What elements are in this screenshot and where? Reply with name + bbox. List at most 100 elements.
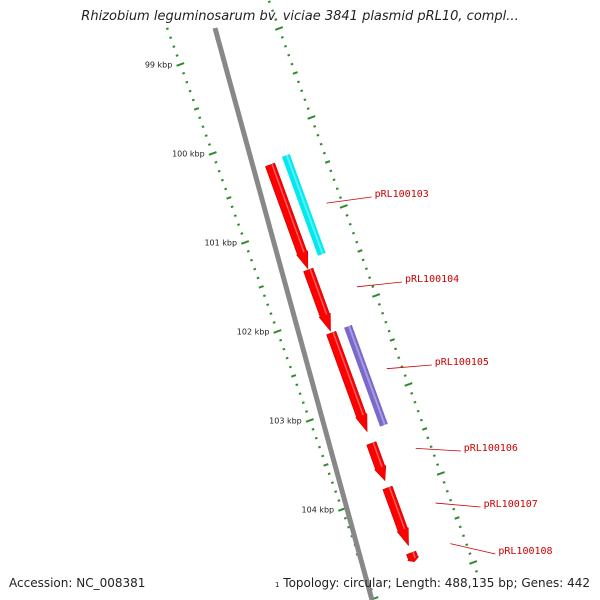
gene-labels: pRL100103 pRL100104 pRL100105 pRL100106 pRL1… — [326, 189, 553, 557]
ruler-tick-inner — [266, 303, 270, 307]
ruler-tick-inner — [253, 267, 257, 271]
ruler-tick-inner — [301, 401, 305, 404]
kbp-label: 101 kbp — [204, 238, 237, 247]
ruler-tick-outer — [416, 409, 420, 413]
ruler-tick-inner — [185, 80, 189, 84]
ruler-tick-outer — [307, 115, 316, 120]
ruler-tick-inner — [208, 151, 217, 156]
ruler-tick-outer — [474, 570, 478, 573]
ruler-tick-inner — [323, 463, 329, 467]
ruler-tick-inner — [169, 36, 173, 40]
ruler-tick-inner — [298, 392, 302, 396]
gene-label: pRL100106 — [464, 443, 518, 454]
ruler-tick-outer — [400, 365, 404, 369]
ruler-tick-inner — [295, 383, 299, 387]
gene-label-leader — [435, 502, 481, 508]
ruler-tick-inner — [214, 160, 218, 164]
ruler-tick-outer — [384, 320, 388, 324]
ruler-tick-inner — [288, 365, 292, 369]
ruler-tick-outer — [436, 471, 445, 476]
ruler-tick-inner — [224, 187, 228, 191]
gene-arrow-shine — [388, 486, 406, 530]
ruler-tick-inner — [256, 276, 260, 280]
kbp-label: 103 kbp — [269, 416, 302, 425]
edge-position-label: 1 — [274, 581, 280, 589]
gene-label: pRL100104 — [405, 274, 459, 285]
ruler-tick-inner — [343, 516, 347, 520]
ruler-tick-inner — [237, 223, 241, 226]
ruler-tick-outer — [377, 303, 381, 306]
kbp-label: 104 kbp — [302, 505, 335, 514]
ruler-tick-inner — [279, 338, 283, 342]
ruler-tick-inner — [282, 347, 286, 351]
ruler-tick-outer — [469, 560, 478, 565]
ruler-tick-outer — [419, 418, 423, 422]
gene-label-leader — [356, 281, 403, 288]
kbp-label: 99 kbp — [145, 60, 173, 69]
ruler-tick-outer — [361, 258, 365, 262]
gene-arrow — [406, 550, 420, 562]
ruler-tick-inner — [188, 89, 192, 93]
ruler-tick-outer — [381, 311, 385, 315]
ruler-tick-inner — [337, 499, 341, 502]
ruler-tick-outer — [319, 142, 323, 146]
ruler-tick-inner — [176, 62, 185, 67]
ruler-tick-outer — [421, 427, 428, 431]
ruler-tick-inner — [334, 490, 338, 493]
gene-arrow-shine — [412, 551, 416, 559]
kbp-label: 102 kbp — [237, 327, 270, 336]
ruler-tick-outer — [403, 374, 407, 377]
ruler-tick-inner — [290, 374, 297, 378]
ruler-tick-outer — [449, 498, 453, 502]
ruler-tick-outer — [452, 507, 456, 511]
ruler-tick-outer — [442, 481, 446, 484]
topology-summary: 1 Topology: circular; Length: 488,135 bp… — [275, 576, 590, 590]
gene-arrow-shine — [309, 268, 328, 315]
ruler-tick-outer — [348, 222, 352, 226]
ruler-tick-outer — [429, 445, 433, 449]
gene-arrow-shine — [372, 442, 383, 468]
gene-label-leader — [450, 543, 496, 555]
ruler-tick-inner — [240, 232, 244, 235]
ruler-tick-inner — [285, 356, 289, 360]
ruler-tick-outer — [316, 133, 320, 137]
ruler-tick-inner — [250, 258, 254, 262]
ruler-tick-outer — [274, 18, 278, 21]
ruler-tick-inner — [220, 178, 224, 182]
ruler-tick-outer — [329, 169, 333, 173]
gene-arrow-shine — [332, 332, 364, 416]
ruler-tick-outer — [267, 0, 271, 4]
gene-arrow — [303, 267, 331, 332]
ruler-tick-outer — [313, 125, 317, 128]
ruler-tick-outer — [436, 463, 440, 466]
ruler-tick-outer — [283, 44, 288, 48]
ruler-tick-outer — [290, 62, 294, 66]
ruler-tick-inner — [246, 249, 250, 253]
ruler-tick-inner — [305, 418, 314, 423]
ruler-tick-outer — [368, 276, 372, 280]
gene-arrows — [265, 162, 420, 562]
ruler-tick-outer — [413, 400, 417, 404]
ruler-tick-outer — [404, 382, 413, 387]
ruler-tick-outer — [292, 71, 298, 75]
ruler-tick-inner — [258, 285, 264, 289]
ruler-tick-inner — [226, 196, 232, 200]
ruler-tick-outer — [432, 454, 436, 458]
ruler-tick-outer — [296, 80, 300, 84]
ruler-tick-outer — [322, 151, 326, 155]
plasmid-backbone — [212, 27, 375, 600]
ruler-tick-inner — [165, 27, 169, 31]
gene-arrow — [265, 162, 309, 270]
ruler-tick-outer — [287, 53, 291, 57]
feature-highlights — [280, 153, 389, 428]
ruler-tick-inner — [175, 54, 179, 57]
ruler-tick-inner — [204, 134, 208, 137]
ruler-tick-inner — [311, 427, 315, 431]
ruler-tick-inner — [233, 214, 237, 218]
ruler-tick-inner — [327, 472, 331, 476]
accession-label: Accession: NC_008381 — [9, 576, 146, 590]
ruler-tick-outer — [324, 160, 331, 164]
highlight-shine — [285, 154, 324, 255]
ruler-tick-inner — [198, 116, 202, 120]
